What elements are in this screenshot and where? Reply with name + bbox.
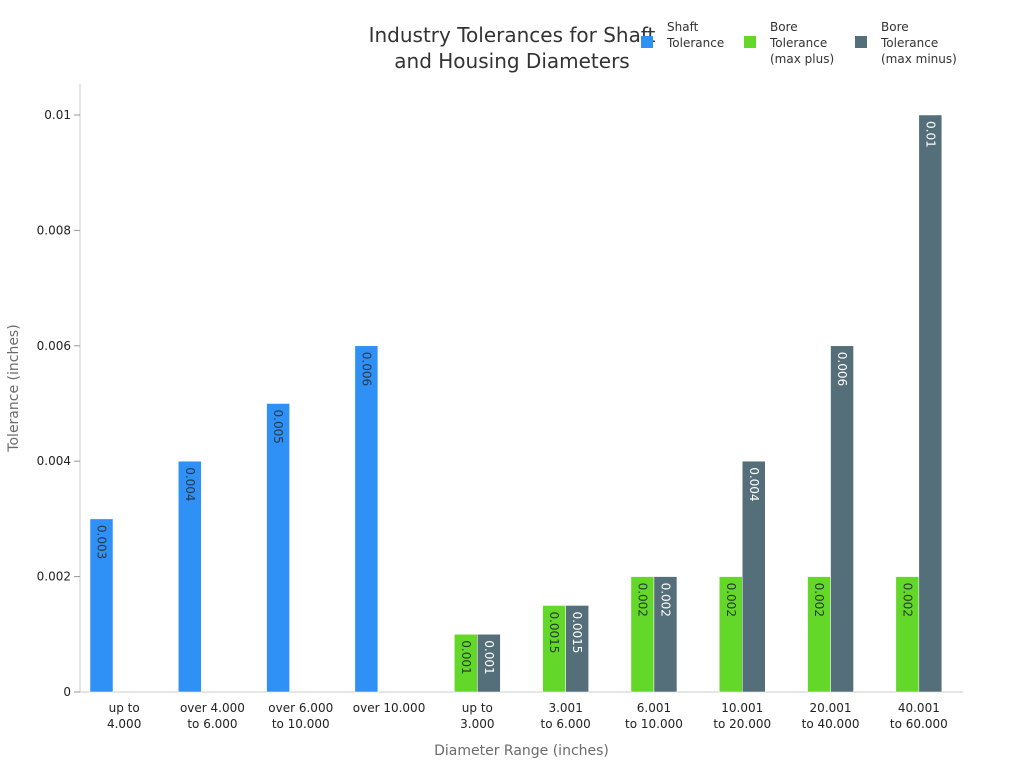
bar-value-label: 0.0015 [570,611,584,653]
y-axis-title: Tolerance (inches) [6,324,22,452]
legend-label: Bore Tolerance (max plus) [769,20,834,66]
y-tick-label: 0 [63,685,71,699]
x-tick-label: up to 4.000 [107,701,141,731]
x-tick-label: 3.001 to 6.000 [541,701,591,731]
bar-value-label: 0.004 [183,467,197,501]
x-tick-label: 10.001 to 20.000 [713,701,771,731]
bar [266,403,290,693]
y-tick-label: 0.004 [37,454,71,468]
bar-value-label: 0.001 [459,640,473,674]
legend: Shaft Tolerance Bore Tolerance (max plus) Bor… [641,20,957,66]
legend-label: Bore Tolerance (max minus) [880,20,957,66]
bar [653,576,678,693]
y-tick-label: 0.01 [44,108,71,122]
x-tick-label: 20.001 to 40.000 [802,701,860,731]
legend-swatch [855,36,867,48]
bar-value-label: 0.006 [835,352,849,386]
bar [178,460,202,693]
x-tick-label: 6.001 to 10.000 [625,701,683,731]
x-tick-label: over 6.000 to 10.000 [268,701,333,731]
x-tick-label: over 10.000 [353,701,426,715]
bar [742,460,766,693]
bar-value-label: 0.001 [482,640,496,674]
legend-swatch [744,36,756,48]
bar [918,114,943,693]
bar-value-label: 0.002 [635,583,649,617]
y-tick-label: 0.008 [37,223,71,237]
bar-value-label: 0.004 [747,467,761,501]
chart-title: Industry Tolerances for Shaft and Housing… [369,23,656,73]
bar [89,518,114,693]
bar-value-label: 0.01 [923,121,937,148]
bar [565,605,589,693]
y-tick-label: 0.006 [37,339,71,353]
bar-value-label: 0.003 [95,525,109,559]
bar [830,345,854,693]
x-axis-title: Diameter Range (inches) [434,743,609,759]
bar-value-label: 0.006 [359,352,373,386]
bar-value-label: 0.002 [812,583,826,617]
bar [477,634,501,693]
bar-value-label: 0.005 [271,410,285,444]
y-tick-label: 0.002 [37,570,71,584]
bar [354,345,379,693]
x-tick-label: 40.001 to 60.000 [890,701,948,731]
bar-value-label: 0.002 [900,583,914,617]
x-tick-label: over 4.000 to 6.000 [180,701,245,731]
bar-value-label: 0.0015 [547,611,561,653]
bar-value-label: 0.002 [658,583,672,617]
legend-label: Shaft Tolerance [666,20,724,50]
x-tick-label: up to 3.000 [460,701,494,731]
bar-value-label: 0.002 [724,583,738,617]
legend-swatch [641,36,653,48]
